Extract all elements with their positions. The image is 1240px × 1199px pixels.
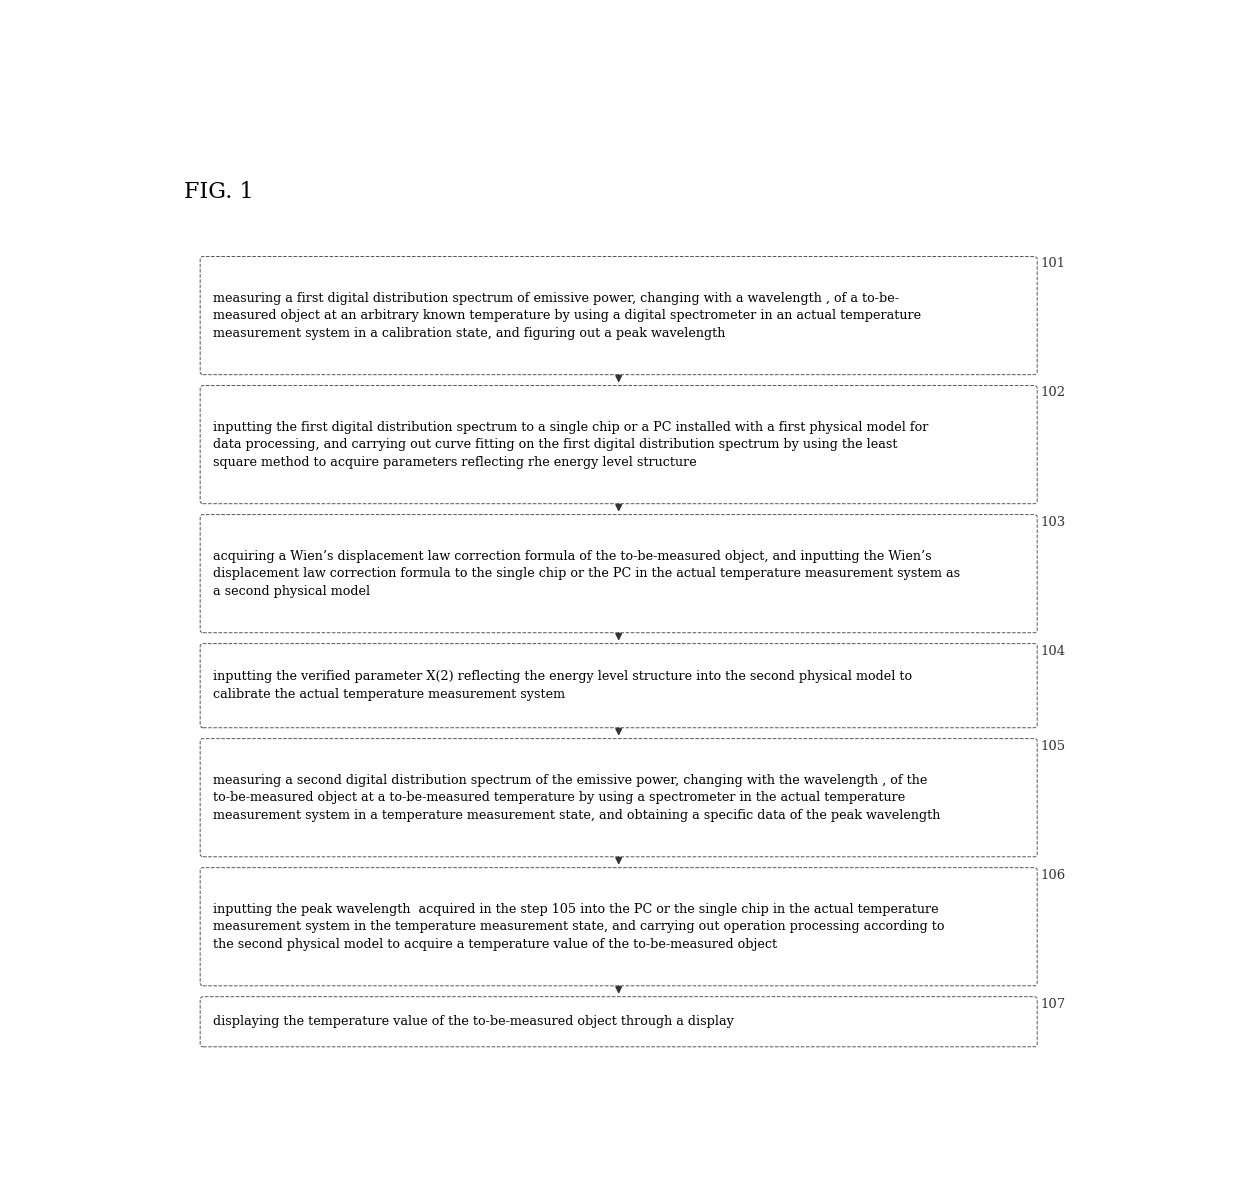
- FancyBboxPatch shape: [200, 739, 1037, 857]
- Text: displaying the temperature value of the to-be-measured object through a display: displaying the temperature value of the …: [213, 1016, 734, 1029]
- Text: measuring a first digital distribution spectrum of emissive power, changing with: measuring a first digital distribution s…: [213, 291, 921, 339]
- FancyBboxPatch shape: [200, 386, 1037, 504]
- Text: inputting the first digital distribution spectrum to a single chip or a PC insta: inputting the first digital distribution…: [213, 421, 928, 469]
- Text: 106: 106: [1040, 868, 1065, 881]
- FancyBboxPatch shape: [200, 868, 1037, 986]
- Text: 101: 101: [1040, 258, 1065, 271]
- Text: inputting the verified parameter X(2) reflecting the energy level structure into: inputting the verified parameter X(2) re…: [213, 670, 911, 701]
- FancyBboxPatch shape: [200, 514, 1037, 633]
- Text: 107: 107: [1040, 998, 1065, 1011]
- Text: 104: 104: [1040, 645, 1065, 657]
- FancyBboxPatch shape: [200, 996, 1037, 1047]
- Text: 105: 105: [1040, 740, 1065, 753]
- Text: 102: 102: [1040, 386, 1065, 399]
- FancyBboxPatch shape: [200, 644, 1037, 728]
- Text: measuring a second digital distribution spectrum of the emissive power, changing: measuring a second digital distribution …: [213, 773, 940, 821]
- Text: acquiring a Wien’s displacement law correction formula of the to-be-measured obj: acquiring a Wien’s displacement law corr…: [213, 549, 960, 597]
- Text: inputting the peak wavelength  acquired in the step 105 into the PC or the singl: inputting the peak wavelength acquired i…: [213, 903, 944, 951]
- Text: FIG. 1: FIG. 1: [184, 181, 253, 203]
- Text: 103: 103: [1040, 516, 1065, 529]
- FancyBboxPatch shape: [200, 257, 1037, 374]
